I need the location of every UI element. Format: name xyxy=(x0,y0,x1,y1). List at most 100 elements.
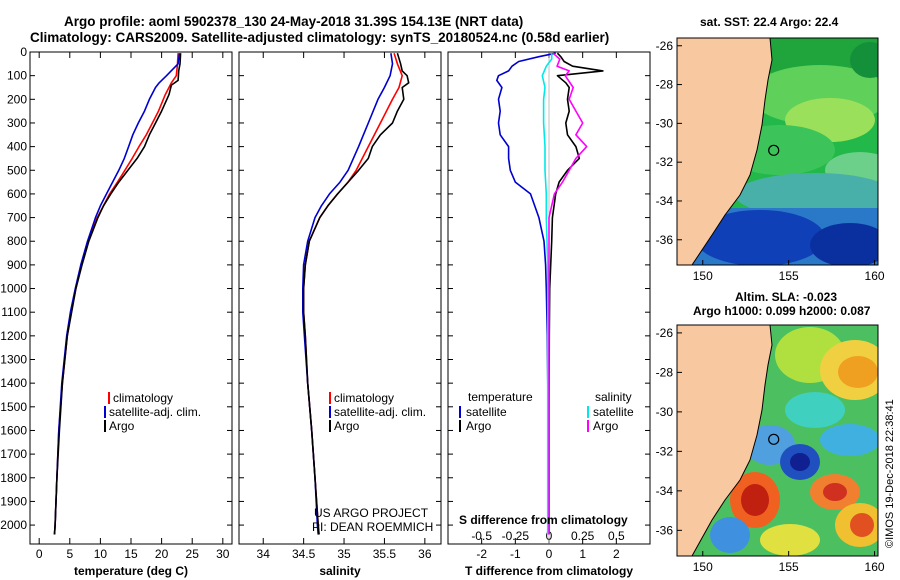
map-x-tick-label: 155 xyxy=(779,269,799,283)
sst-map-ticks: 150 155 160 -26 -28 -30 -32 -34 -36 xyxy=(656,39,885,283)
y-tick-label: 1400 xyxy=(0,376,27,390)
map-y-tick-label: -32 xyxy=(656,155,674,169)
salinity-legend: climatology satellite-adj. clim. Argo xyxy=(329,391,426,433)
x-tick-label: -2 xyxy=(476,547,487,561)
map-y-tick-label: -36 xyxy=(656,523,674,537)
y-tick-label: 800 xyxy=(7,234,27,248)
sst-field xyxy=(690,38,878,265)
legend-temperature-header: temperature xyxy=(468,390,533,404)
legend-s-argo: Argo xyxy=(593,419,619,433)
x-tick-label: 0 xyxy=(546,547,553,561)
map-y-tick-label: -32 xyxy=(656,444,674,458)
sst-map-title: sat. SST: 22.4 Argo: 22.4 xyxy=(700,15,839,29)
temperature-panel: 0100200300400500600700800900100011001200… xyxy=(0,45,233,578)
map-x-tick-label: 150 xyxy=(693,269,713,283)
x-tick-label: 25 xyxy=(186,547,200,561)
series-s-satellite xyxy=(541,53,553,535)
legend-t-satellite: satellite xyxy=(466,405,507,419)
y-tick-label: 1800 xyxy=(0,471,27,485)
y-tick-label: 0 xyxy=(20,45,27,59)
difference-axis-ticks: -2 -1 0 1 2-0.5 -0.25 0 0.25 0.5 xyxy=(448,51,650,561)
temperature-axis-ticks: 0100200300400500600700800900100011001200… xyxy=(0,45,232,561)
map-y-tick-label: -26 xyxy=(656,39,674,53)
map-x-tick-label: 155 xyxy=(779,560,799,574)
temperature-legend-climatology: climatology xyxy=(113,391,173,405)
y-tick-label: 1100 xyxy=(1,305,27,319)
sla-map-panel: Altim. SLA: -0.023 Argo h1000: 0.099 h20… xyxy=(656,290,885,574)
series-argo xyxy=(302,52,410,535)
legend-salinity-header: salinity xyxy=(595,390,632,404)
y-tick-label: 500 xyxy=(7,163,27,177)
x-tick-label: 34 xyxy=(257,547,271,561)
map-x-tick-label: 150 xyxy=(693,560,713,574)
sla-coastline xyxy=(691,325,773,556)
x-tick-label: 15 xyxy=(124,547,138,561)
sst-map-panel: sat. SST: 22.4 Argo: 22.4 150 155 160 -26 -2… xyxy=(656,15,885,283)
series-argo xyxy=(53,53,182,535)
sla-land xyxy=(677,325,772,556)
x-tick-label: 2 xyxy=(613,547,620,561)
sla-argo-marker xyxy=(768,433,780,445)
sla-map-title: Altim. SLA: -0.023 xyxy=(735,290,837,304)
s-tick-label: 0.25 xyxy=(571,529,595,543)
s-tick-label: 0.5 xyxy=(608,529,625,543)
y-tick-label: 1700 xyxy=(0,447,27,461)
salinity-lines xyxy=(301,52,410,535)
y-tick-label: 600 xyxy=(7,187,27,201)
y-tick-label: 1600 xyxy=(0,423,27,437)
temperature-x-label: temperature (deg C) xyxy=(74,564,188,578)
sla-field xyxy=(704,327,878,556)
salinity-x-label: salinity xyxy=(319,564,361,578)
sla-map-ticks: 150 155 160 -26 -28 -30 -32 -34 -36 xyxy=(656,326,885,574)
legend-s-satellite: satellite xyxy=(593,405,634,419)
difference-panel: -2 -1 0 1 2-0.5 -0.25 0 0.25 0.5 S difference fr… xyxy=(447,51,651,578)
map-y-tick-label: -26 xyxy=(656,326,674,340)
y-tick-label: 100 xyxy=(7,69,27,83)
sla-map-subtitle: Argo h1000: 0.099 h2000: 0.087 xyxy=(693,304,871,318)
y-tick-label: 2000 xyxy=(0,518,27,532)
temperature-legend-satellite: satellite-adj. clim. xyxy=(109,405,201,419)
figure-title-line1: Argo profile: aoml 5902378_130 24-May-20… xyxy=(64,14,523,29)
difference-lines xyxy=(495,52,604,544)
y-tick-label: 1900 xyxy=(0,494,27,508)
x-tick-label: 34.5 xyxy=(292,547,316,561)
salinity-axis-ticks: 34 34.5 35 35.5 36 xyxy=(239,51,441,561)
x-tick-label: 5 xyxy=(66,547,73,561)
y-tick-label: 300 xyxy=(7,116,27,130)
map-x-tick-label: 160 xyxy=(865,560,885,574)
map-y-tick-label: -30 xyxy=(656,116,674,130)
x-tick-label: 35 xyxy=(337,547,351,561)
x-tick-label: 1 xyxy=(579,547,586,561)
map-y-tick-label: -36 xyxy=(656,233,674,247)
y-tick-label: 1000 xyxy=(0,282,27,296)
legend-t-argo: Argo xyxy=(466,419,492,433)
x-tick-label: 0 xyxy=(36,547,43,561)
temperature-lines xyxy=(53,53,182,535)
salinity-legend-climatology: climatology xyxy=(334,391,394,405)
map-x-tick-label: 160 xyxy=(865,269,885,283)
salinity-plot-frame xyxy=(238,51,442,545)
sst-coastline xyxy=(691,38,773,265)
s-difference-label: S difference from climatology xyxy=(459,513,628,527)
x-tick-label: 30 xyxy=(216,547,230,561)
salinity-legend-argo: Argo xyxy=(334,419,360,433)
map-y-tick-label: -28 xyxy=(656,365,674,379)
y-tick-label: 900 xyxy=(7,258,27,272)
credit-project: US ARGO PROJECT xyxy=(314,506,429,520)
y-tick-label: 700 xyxy=(7,211,27,225)
x-tick-label: -1 xyxy=(510,547,521,561)
sst-land xyxy=(677,38,772,265)
s-tick-label: -0.5 xyxy=(471,529,492,543)
map-y-tick-label: -30 xyxy=(656,405,674,419)
x-tick-label: 10 xyxy=(94,547,108,561)
temperature-plot-frame xyxy=(29,51,233,545)
sla-map-frame xyxy=(676,324,879,557)
salinity-panel: 34 34.5 35 35.5 36 salinity climatology sate… xyxy=(238,51,442,578)
y-tick-label: 1200 xyxy=(0,329,27,343)
s-tick-label: -0.25 xyxy=(502,529,530,543)
x-tick-label: 36 xyxy=(418,547,432,561)
figure-title-line2: Climatology: CARS2009. Satellite-adjuste… xyxy=(30,30,609,45)
y-tick-label: 1500 xyxy=(0,400,27,414)
x-tick-label: 20 xyxy=(155,547,169,561)
